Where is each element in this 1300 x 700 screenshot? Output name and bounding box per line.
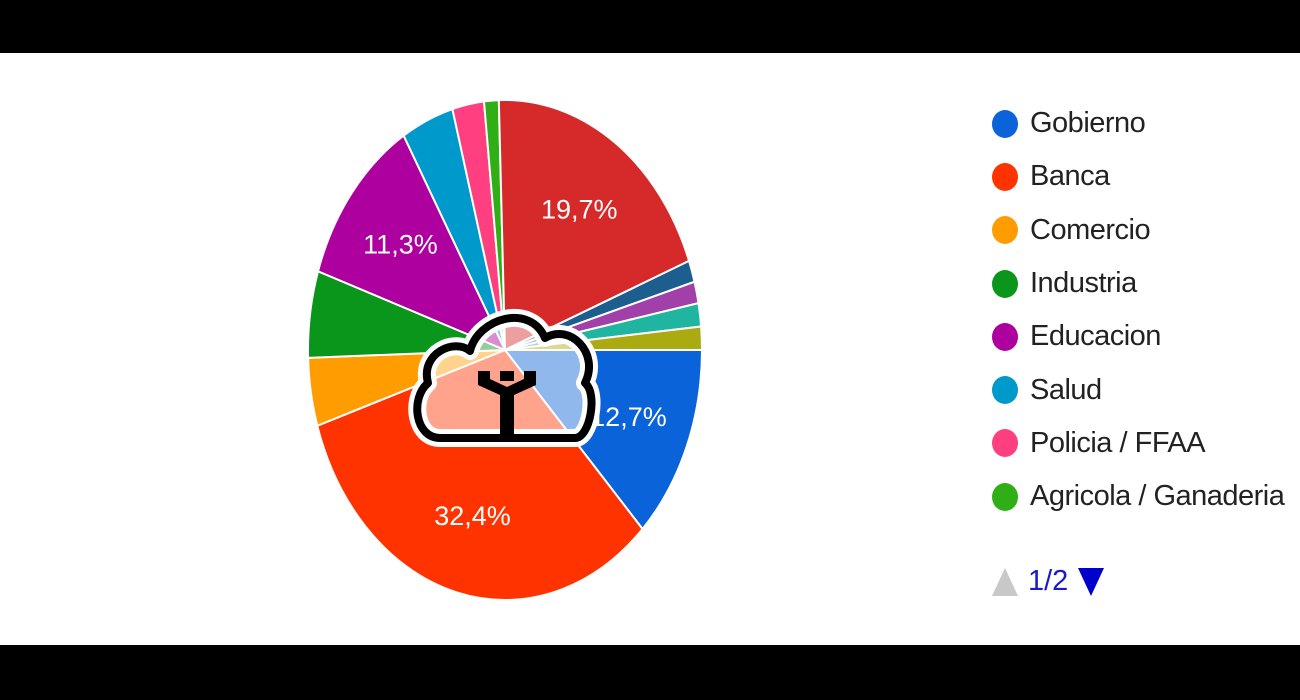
legend-label: Policia / FFAA bbox=[1030, 426, 1206, 459]
legend-page-indicator: 1/2 bbox=[1028, 565, 1069, 597]
legend-label: Educacion bbox=[1030, 320, 1161, 353]
legend-label: Comercio bbox=[1030, 213, 1151, 246]
slice-label: 32,4% bbox=[434, 501, 511, 531]
legend-prev-page-icon[interactable] bbox=[992, 567, 1018, 596]
slice-label: 12,7% bbox=[590, 402, 667, 432]
legend-item[interactable]: Agricola / Ganaderia bbox=[992, 470, 1285, 523]
legend-item[interactable]: Educacion bbox=[992, 310, 1284, 363]
slice-label: 11,3% bbox=[363, 230, 438, 260]
legend-swatch bbox=[992, 269, 1018, 298]
legend-item[interactable]: Banca bbox=[992, 150, 1284, 203]
pie-slice[interactable] bbox=[316, 134, 508, 352]
legend-label: Banca bbox=[1030, 160, 1110, 193]
legend: Gobierno Banca Comercio Industria Educacion S… bbox=[992, 97, 1285, 523]
legend-swatch bbox=[992, 376, 1018, 405]
legend-swatch bbox=[992, 482, 1018, 511]
pie-slice[interactable] bbox=[497, 99, 691, 352]
legend-label: Salud bbox=[1030, 373, 1102, 406]
legend-label: Gobierno bbox=[1030, 107, 1146, 140]
legend-swatch bbox=[992, 109, 1018, 138]
slice-label: 19,7% bbox=[541, 195, 618, 225]
legend-swatch bbox=[992, 429, 1018, 458]
pie-chart: 12,7% 32,4% 11,3% 19,7% bbox=[307, 99, 704, 601]
legend-item[interactable]: Gobierno bbox=[992, 97, 1284, 150]
legend-swatch bbox=[992, 216, 1018, 245]
pie-slice[interactable] bbox=[316, 348, 644, 601]
legend-item[interactable]: Policia / FFAA bbox=[992, 417, 1284, 470]
legend-item[interactable]: Salud bbox=[992, 363, 1284, 416]
legend-label: Industria bbox=[1030, 267, 1137, 300]
chart-area: 12,7% 32,4% 11,3% 19,7% Gobierno Banca Comerc… bbox=[0, 53, 1300, 645]
cloud-logo-watermark bbox=[408, 308, 601, 447]
legend-item[interactable]: Comercio bbox=[992, 204, 1284, 257]
legend-pager: 1/2 bbox=[992, 565, 1105, 598]
legend-item[interactable]: Industria bbox=[992, 257, 1284, 310]
legend-next-page-icon[interactable] bbox=[1078, 567, 1105, 596]
legend-swatch bbox=[992, 162, 1018, 191]
legend-swatch bbox=[992, 322, 1018, 351]
legend-label: Agricola / Ganaderia bbox=[1030, 480, 1285, 513]
